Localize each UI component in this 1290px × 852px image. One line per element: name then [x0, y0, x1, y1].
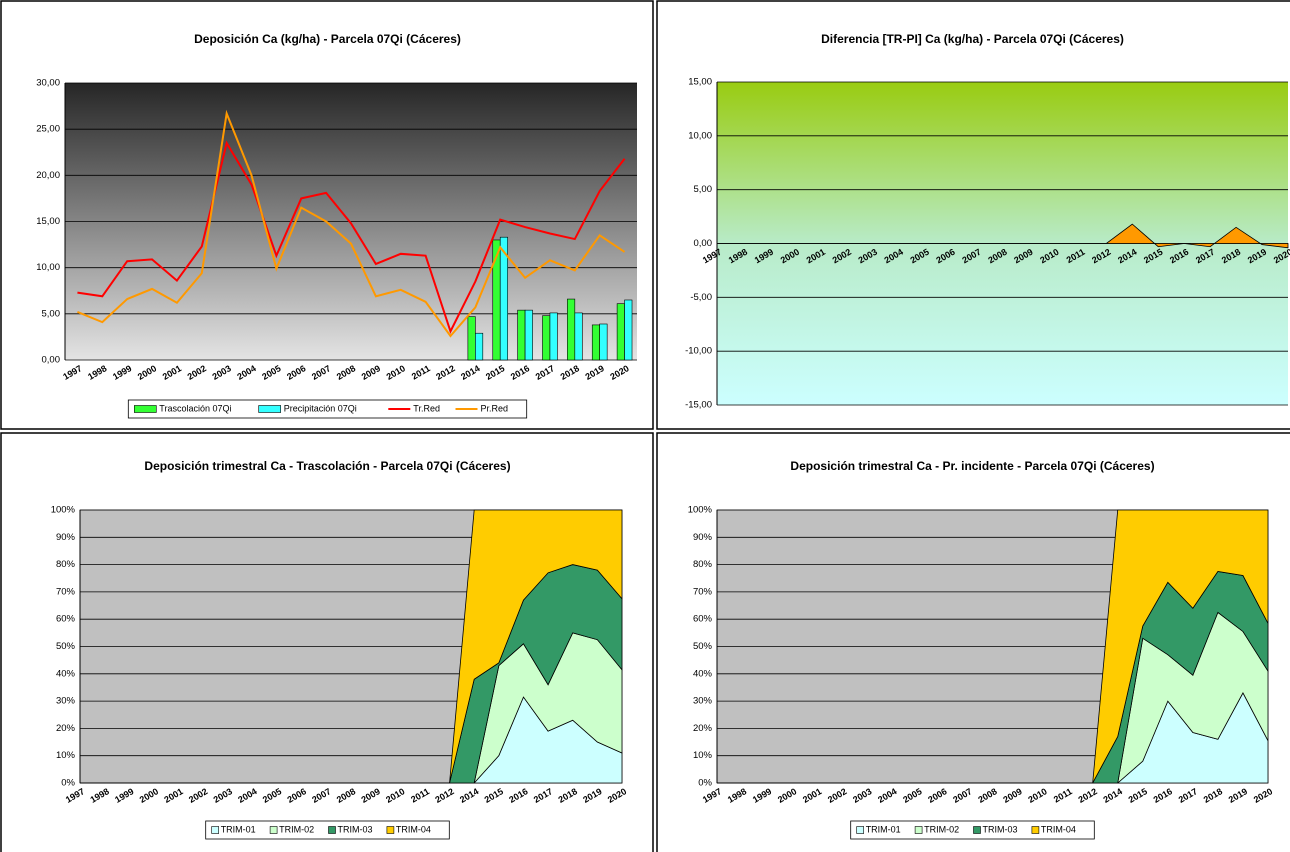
legend-swatch: [269, 826, 278, 834]
y-tick-label: 60%: [693, 614, 713, 625]
legend-label: TRIM-03: [983, 824, 1018, 834]
bar: [599, 323, 608, 361]
bar: [517, 309, 526, 361]
y-tick-label: 0,00: [42, 355, 61, 366]
y-tick-label: 50%: [693, 641, 713, 652]
chart-title: Deposición trimestral Ca - Pr. incidente…: [790, 459, 1154, 473]
y-tick-label: 5,00: [42, 308, 61, 319]
y-tick-label: 50%: [56, 641, 76, 652]
y-tick-label: 15,00: [688, 77, 712, 88]
legend-label: TRIM-01: [221, 824, 256, 834]
area: [717, 509, 1269, 784]
line: [77, 109, 626, 338]
legend-swatch: [211, 826, 219, 834]
y-tick-label: -15,00: [685, 400, 712, 411]
legend-swatch: [973, 826, 981, 834]
bar: [542, 315, 551, 361]
area: [717, 223, 1289, 249]
legend-label: TRIM-02: [924, 824, 959, 834]
legend-label: TRIM-02: [279, 824, 314, 834]
bar: [616, 303, 625, 361]
y-tick-label: 90%: [56, 532, 76, 543]
legend-swatch: [914, 826, 923, 834]
legend-label: Pr.Red: [481, 403, 509, 413]
y-tick-label: 90%: [693, 532, 713, 543]
y-tick-label: 20%: [693, 723, 713, 734]
y-tick-label: 70%: [693, 586, 713, 597]
bar: [591, 324, 600, 361]
chart-title: Diferencia [TR-PI] Ca (kg/ha) - Parcela …: [821, 32, 1124, 46]
y-tick-label: 10,00: [36, 262, 60, 273]
legend-box: [127, 399, 528, 419]
y-tick-label: 10,00: [688, 130, 712, 141]
y-tick-label: 30%: [693, 696, 713, 707]
legend-box: [850, 820, 1095, 840]
bar: [624, 299, 633, 361]
legend-box: [205, 820, 450, 840]
area: [80, 509, 623, 784]
y-tick-label: 60%: [56, 614, 76, 625]
y-tick-label: 0%: [698, 778, 712, 789]
y-tick-label: 80%: [56, 559, 76, 570]
y-tick-label: 70%: [56, 586, 76, 597]
bar: [499, 236, 508, 361]
line: [77, 140, 626, 335]
legend-swatch: [328, 826, 336, 834]
y-tick-label: 10%: [693, 750, 713, 761]
y-tick-label: 100%: [51, 505, 76, 516]
y-tick-label: 25,00: [36, 124, 60, 135]
legend-label: Trascolación 07Qi: [159, 403, 231, 413]
legend-swatch: [856, 826, 865, 834]
y-tick-label: 0,00: [694, 238, 713, 249]
bar: [475, 332, 484, 361]
y-tick-label: -10,00: [685, 346, 712, 357]
y-tick-label: 0%: [61, 778, 75, 789]
legend-label: TRIM-04: [1041, 824, 1076, 834]
bar: [567, 298, 576, 361]
chart-title: Deposición trimestral Ca - Trascolación …: [144, 459, 510, 473]
bar: [467, 316, 476, 361]
bar: [574, 312, 583, 361]
legend-label: Tr.Red: [413, 403, 440, 413]
y-tick-label: 20%: [56, 723, 76, 734]
y-tick-label: 40%: [56, 668, 76, 679]
legend-swatch: [386, 826, 395, 834]
bar: [524, 309, 533, 361]
legend-swatch: [258, 405, 282, 413]
y-tick-label: 40%: [693, 668, 713, 679]
y-tick-label: 20,00: [36, 170, 60, 181]
legend-label: Precipitación 07Qi: [284, 403, 357, 413]
y-tick-label: 30,00: [36, 78, 60, 89]
legend-swatch: [1031, 826, 1040, 834]
y-tick-label: 30%: [56, 696, 76, 707]
y-tick-label: 100%: [688, 505, 713, 516]
y-tick-label: 10%: [56, 750, 76, 761]
y-tick-label: 15,00: [36, 216, 60, 227]
y-tick-label: -5,00: [690, 292, 712, 303]
legend-swatch: [134, 405, 157, 413]
bar: [549, 312, 558, 361]
y-tick-label: 5,00: [694, 184, 713, 195]
legend-label: TRIM-01: [866, 824, 901, 834]
y-tick-label: 80%: [693, 559, 713, 570]
legend-label: TRIM-04: [396, 824, 431, 834]
legend-label: TRIM-03: [338, 824, 373, 834]
chart-title: Deposición Ca (kg/ha) - Parcela 07Qi (Cá…: [194, 32, 461, 46]
